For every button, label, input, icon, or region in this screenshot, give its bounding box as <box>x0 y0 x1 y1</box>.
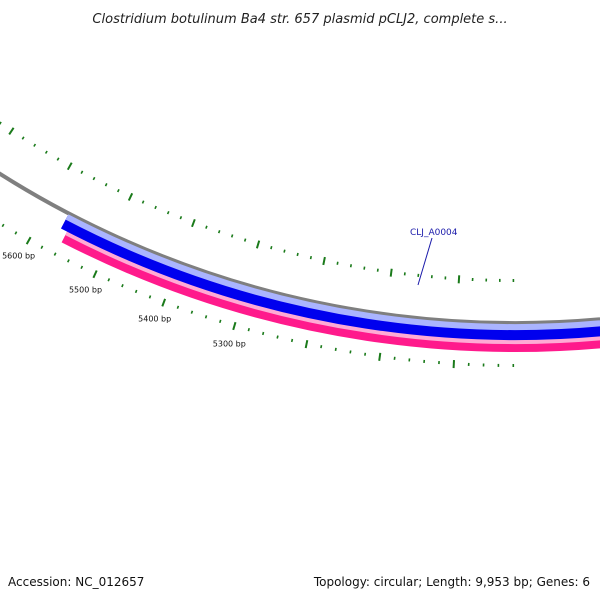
outer-minor-tick <box>190 310 194 314</box>
inner-minor-tick <box>166 210 170 215</box>
inner-major-tick <box>389 268 393 277</box>
inner-major-tick <box>457 275 461 284</box>
inner-minor-tick <box>205 225 208 229</box>
outer-tick-ring <box>1 223 515 369</box>
outer-minor-tick <box>66 259 70 263</box>
reverse-feature[interactable] <box>60 214 600 340</box>
outer-minor-tick <box>204 315 208 319</box>
inner-minor-tick <box>309 255 312 260</box>
inner-major-tick <box>191 218 196 228</box>
outer-minor-tick <box>176 305 180 309</box>
outer-minor-tick <box>219 319 222 324</box>
ruler-tick-labels: 6100 bp6000 bp5900 bp5800 bp5700 bp5600 … <box>2 252 246 349</box>
outer-major-tick <box>161 298 167 307</box>
outer-minor-tick <box>334 347 337 352</box>
inner-minor-tick <box>230 234 234 238</box>
outer-minor-tick <box>107 278 111 282</box>
gene-label[interactable]: CLJ_A0004 <box>410 228 458 238</box>
outer-minor-tick <box>80 265 84 270</box>
inner-minor-tick <box>363 266 366 270</box>
inner-minor-tick <box>80 170 84 174</box>
outer-major-tick <box>232 321 237 331</box>
inner-minor-tick <box>179 216 183 220</box>
inner-major-tick <box>127 192 134 201</box>
inner-minor-tick <box>243 238 247 242</box>
outer-minor-tick <box>247 327 250 332</box>
inner-minor-tick <box>33 143 37 147</box>
outer-minor-tick <box>14 231 18 235</box>
plasmid-backbone <box>0 171 600 325</box>
inner-minor-tick <box>44 150 48 154</box>
accession-label: Accession: NC_012657 <box>8 575 144 589</box>
inner-major-tick <box>8 127 15 135</box>
tick-label: 5300 bp <box>213 339 246 348</box>
inner-minor-tick <box>270 245 273 250</box>
inner-minor-tick <box>336 261 339 265</box>
inner-minor-tick <box>56 157 60 161</box>
outer-major-tick <box>92 270 98 279</box>
forward-feature[interactable] <box>61 229 600 352</box>
tick-label: 5500 bp <box>69 286 102 295</box>
outer-minor-tick <box>320 345 323 349</box>
outer-minor-tick <box>40 245 44 249</box>
inner-tick-ring <box>0 121 515 284</box>
inner-minor-tick <box>0 121 2 125</box>
inner-minor-tick <box>92 176 96 181</box>
inner-minor-tick <box>154 205 157 210</box>
inner-minor-tick <box>141 200 145 204</box>
inner-major-tick <box>322 256 326 266</box>
gene-label-leader <box>417 237 433 286</box>
inner-major-tick <box>66 162 73 171</box>
map-title: Clostridium botulinum Ba4 str. 657 plasm… <box>92 12 507 27</box>
inner-minor-tick <box>217 230 221 234</box>
outer-major-tick <box>25 236 32 245</box>
forward-feature-inner-band <box>65 229 600 344</box>
outer-major-tick <box>304 340 309 349</box>
tick-label: 5600 bp <box>2 252 35 261</box>
inner-minor-tick <box>296 252 299 257</box>
inner-major-tick <box>255 240 261 249</box>
outer-minor-tick <box>276 335 279 339</box>
inner-minor-tick <box>104 183 108 187</box>
reverse-feature-inner-band <box>65 214 600 330</box>
outer-minor-tick <box>349 350 352 354</box>
forward-feature-outer-band <box>61 229 600 352</box>
inner-minor-tick <box>21 136 25 140</box>
inner-minor-tick <box>349 264 352 268</box>
outer-minor-tick <box>1 223 5 228</box>
outer-major-tick <box>378 352 382 361</box>
genome-summary: Topology: circular; Length: 9,953 bp; Ge… <box>313 575 590 589</box>
reverse-feature-outer-band <box>60 216 600 340</box>
outer-minor-tick <box>134 289 138 294</box>
outer-minor-tick <box>262 331 265 336</box>
tick-label: 5400 bp <box>138 315 171 324</box>
outer-minor-tick <box>121 284 124 288</box>
inner-minor-tick <box>116 188 120 193</box>
outer-minor-tick <box>290 338 294 343</box>
outer-minor-tick <box>53 252 57 256</box>
outer-minor-tick <box>148 295 152 299</box>
inner-minor-tick <box>283 249 286 253</box>
